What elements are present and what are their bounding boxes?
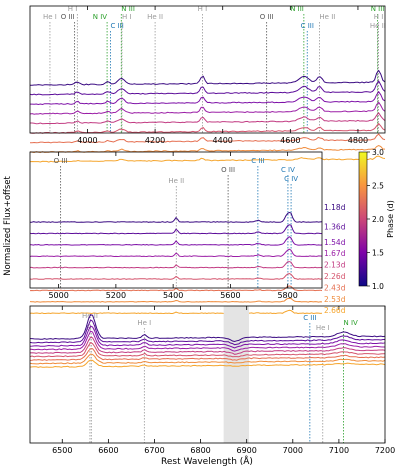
x-tick-label: 7200 [375,446,395,455]
spectrum-line [29,224,323,235]
phase-label: 2.66d [324,306,346,315]
x-tick-label: 5200 [106,291,126,300]
spectrum-line [30,112,386,125]
colorbar-tick-label: 3.0 [372,148,384,157]
x-tick-label: 5600 [220,291,240,300]
line-label: He I [316,324,330,332]
spectrum-line [29,348,386,361]
spectrum-line [29,133,386,144]
line-label: O III [54,157,68,165]
line-label: He I [137,319,151,327]
panel-frame [29,305,386,444]
spectrum-panel-2: O III He II O III C III C IVC IV 5000 5200 5400… [29,151,323,315]
colorbar-label: Phase (d) [386,200,395,238]
phase-label: 2.13d [324,261,346,270]
spectrum-line [29,272,323,280]
line-label: He II [370,22,386,30]
line-label: N III [371,5,385,13]
colorbar [358,151,368,287]
line-label: He II [319,13,335,21]
phase-label: 1.67d [324,249,346,258]
line-label: He II [168,177,184,185]
x-tick-label: 4600 [280,136,300,145]
line-label: C III [303,314,316,322]
line-label: H I [198,5,208,13]
line-label: H I [68,5,78,13]
x-tick-label: 4000 [77,136,97,145]
spectrum-line [30,236,323,246]
spectrum-line [30,314,386,343]
spectrum-line [29,309,323,315]
line-label: N IV [93,13,108,21]
line-label: H I [87,324,97,332]
spectrum-line [29,80,386,96]
x-tick-label: 6500 [52,446,72,455]
spectrum-line [29,336,386,355]
line-label: O III [260,13,274,21]
x-tick-label: 5800 [277,291,297,300]
spectrum-line [29,122,386,134]
spectrum-line [30,261,323,269]
phase-label: 2.43d [324,283,346,292]
spectrum-line [30,211,323,223]
spectrum-line [29,330,385,352]
x-tick-label: 5400 [163,291,183,300]
line-label: H I [374,13,384,21]
telluric-band [223,306,249,443]
x-tick-label: 4200 [145,136,165,145]
line-label: He II [147,13,163,21]
x-tick-label: 4800 [348,136,368,145]
colorbar-tick-label: 1.5 [372,249,384,258]
phase-label: 2.26d [324,272,346,281]
colorbar-tick-label: 2.0 [372,215,384,224]
x-tick-label: 4400 [213,136,233,145]
x-tick-label: 6700 [144,446,164,455]
y-axis-label: Normalized Flux+offset [3,175,13,275]
spectrum-line [29,353,386,365]
spectrum-line [29,325,386,349]
x-tick-label: 5000 [48,291,68,300]
line-label: H I [122,13,132,21]
phase-label: 2.53d [324,295,346,304]
spectrum-line [30,90,386,106]
line-label: He I [43,13,57,21]
colorbar-tick-label: 2.5 [372,182,384,191]
line-label: C III [251,157,264,165]
panel-frame [29,151,323,289]
spectrum-line [29,319,385,346]
spectrum-line [29,359,386,368]
spectrum-line [29,248,323,258]
line-label: C III [301,22,314,30]
line-label: C IV [284,175,298,183]
x-tick-label: 6800 [190,446,210,455]
line-label: N III [290,5,304,13]
spectrum-line [29,144,386,154]
spectrum-line [29,155,386,163]
phase-label: 1.36d [324,222,346,231]
colorbar-tick-label: 1.0 [372,282,384,291]
x-tick-label: 6600 [98,446,118,455]
x-tick-label: 7100 [329,446,349,455]
phase-label: 1.18d [324,203,346,212]
line-label: C IV [281,166,295,174]
panel-frame [29,5,386,134]
line-label: N III [121,5,135,13]
line-label: N IV [344,319,359,327]
line-label: C III [110,22,123,30]
x-tick-label: 7000 [283,446,303,455]
spectrum-line [29,342,385,358]
spectrum-line [29,101,386,115]
x-tick-label: 6900 [237,446,257,455]
spectrum-line [30,69,386,86]
x-axis-label: Rest Wavelength (Å) [161,455,253,467]
line-label: O III [221,166,235,174]
line-label: O III [61,13,75,21]
spectrum-line [29,298,323,303]
phase-label: 1.54d [324,238,346,247]
